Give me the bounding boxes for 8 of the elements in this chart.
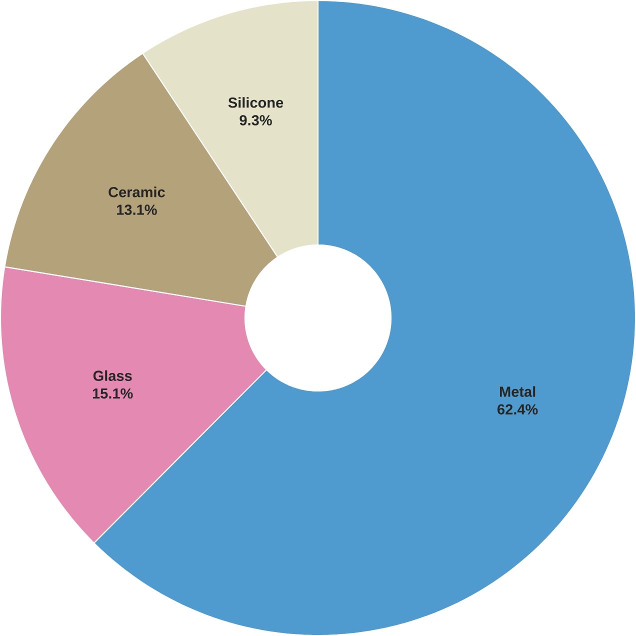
data-label: 9.3% (240, 115, 272, 126)
slice-label: Glass (93, 370, 132, 381)
slice-label: Ceramic (108, 186, 165, 198)
data-label: 15.1% (92, 388, 133, 399)
slice-label: Metal (500, 386, 536, 397)
data-label: 62.4% (498, 404, 538, 415)
slice-label: Silicone (228, 97, 284, 108)
data-label: 13.1% (117, 204, 157, 215)
